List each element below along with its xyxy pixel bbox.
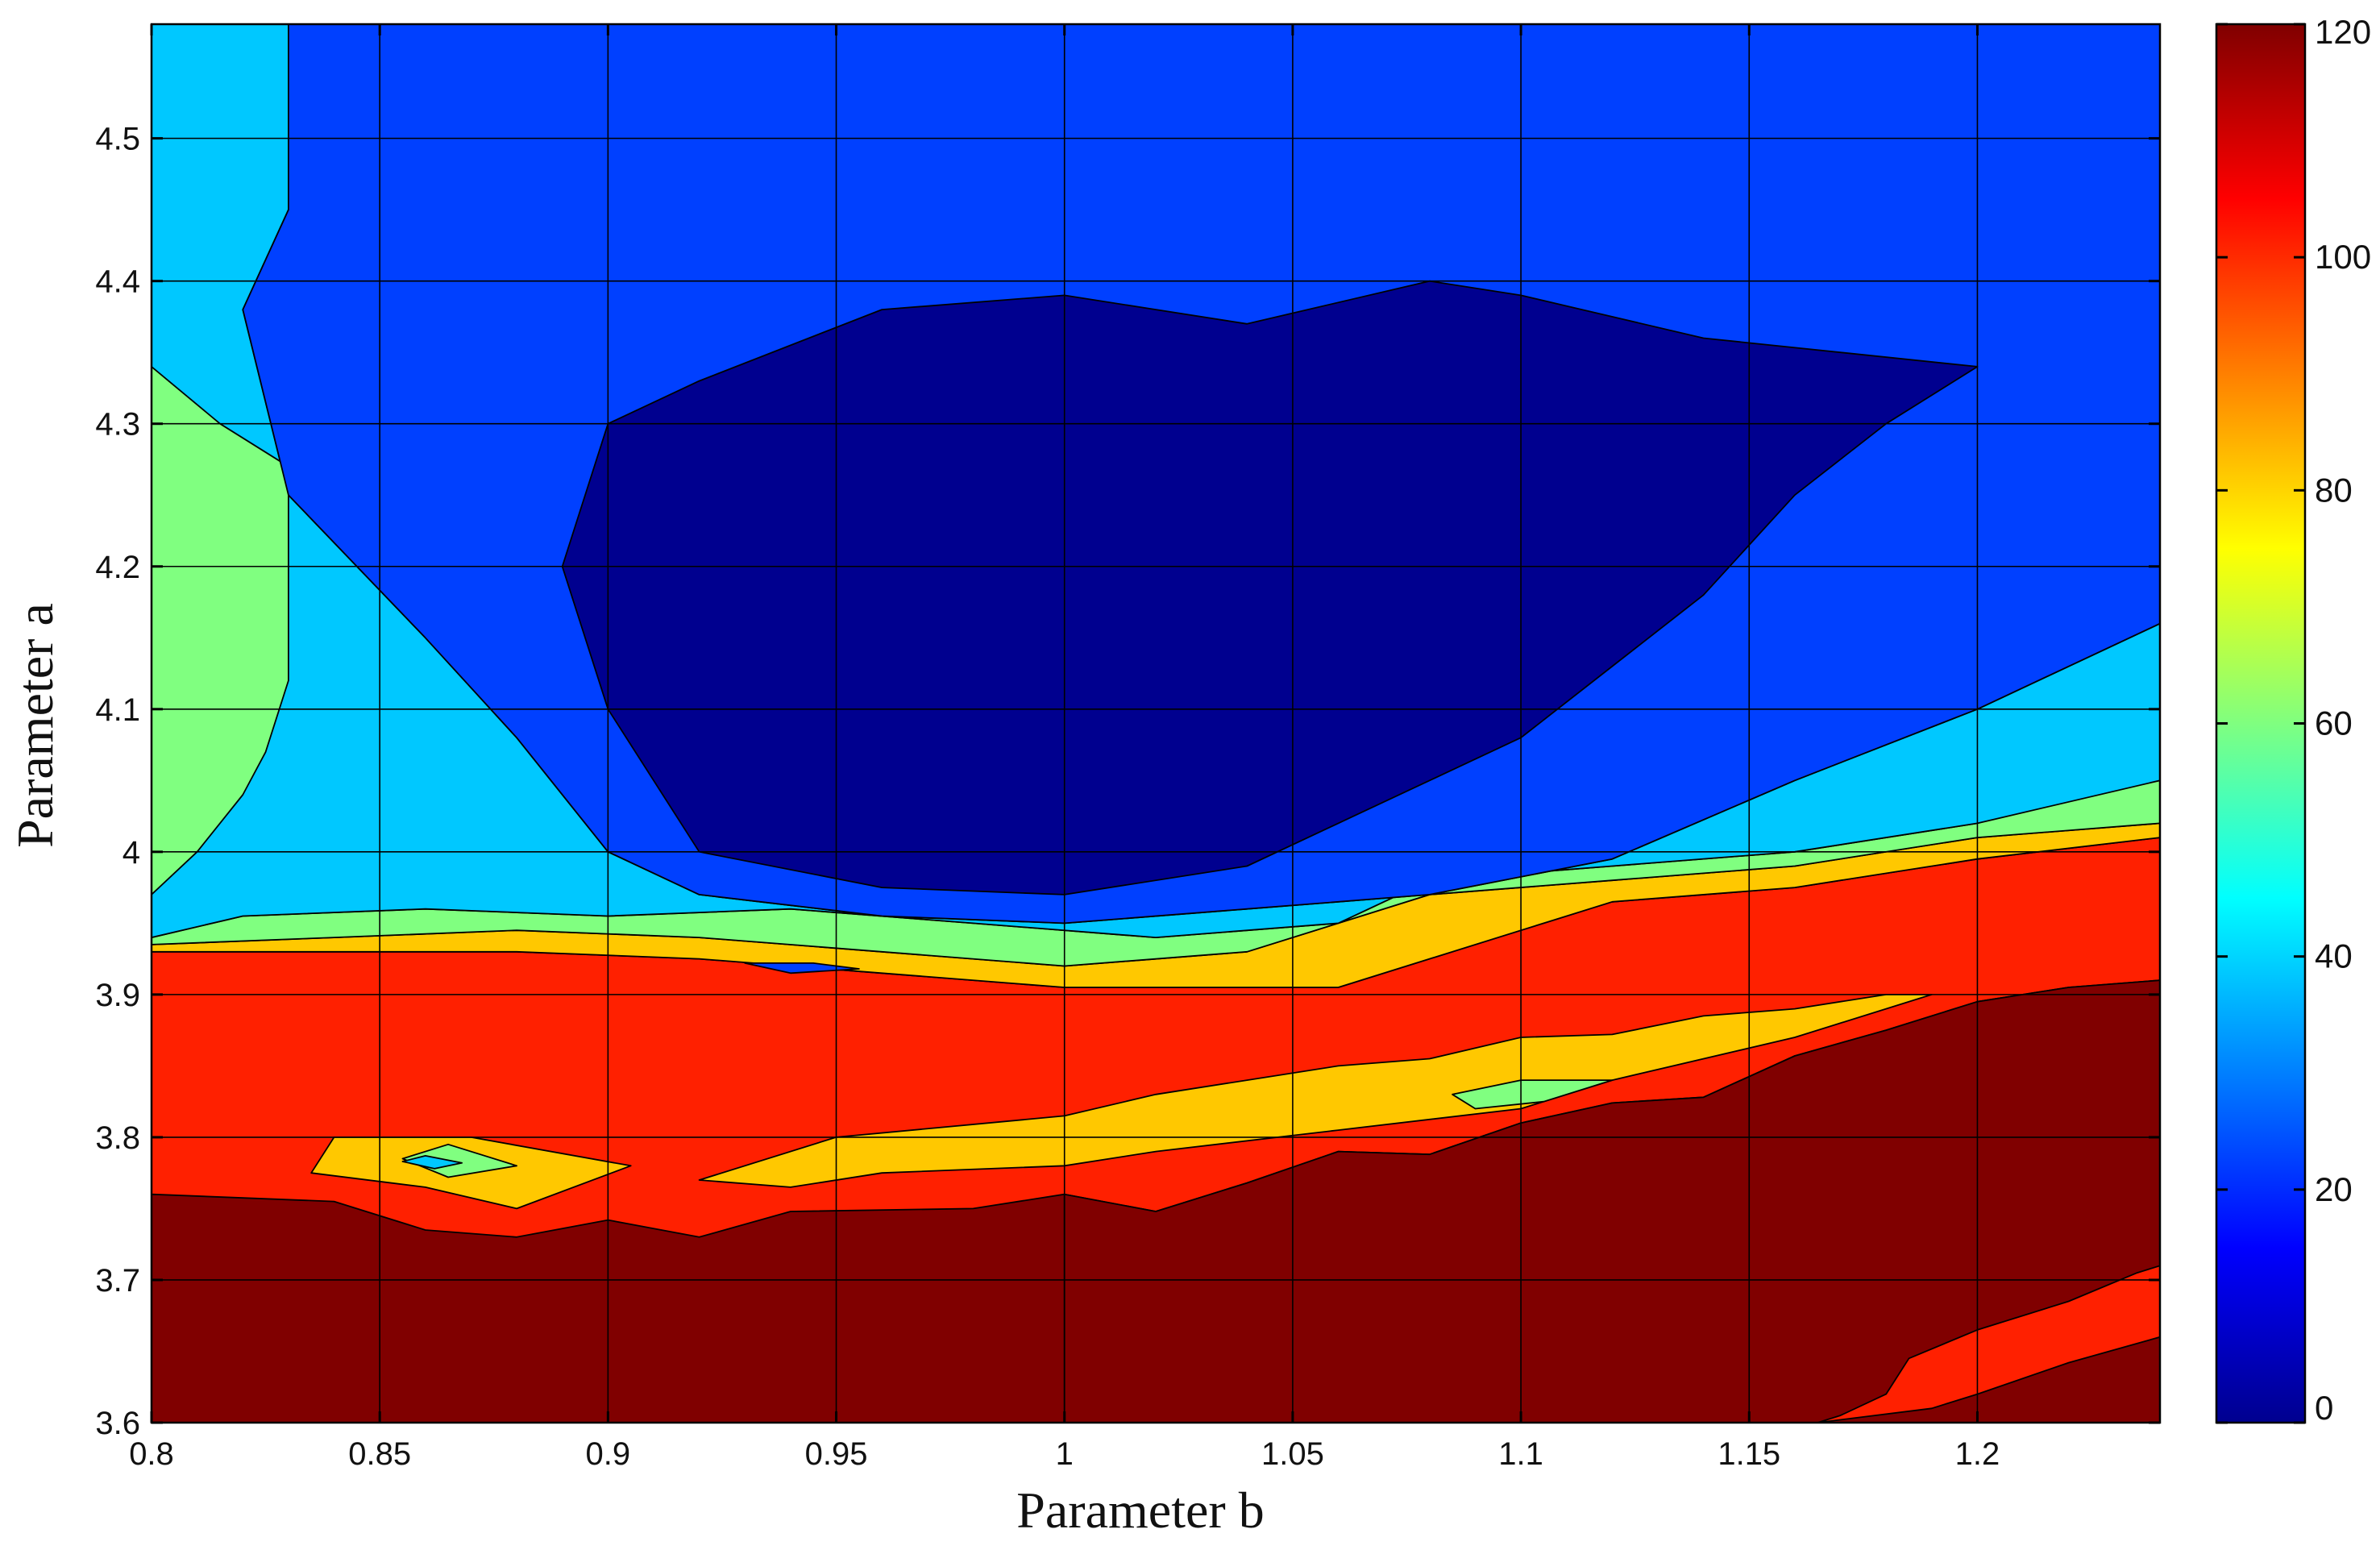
x-tick-label: 1.15 [1718,1436,1780,1472]
x-tick-label: 1.2 [1955,1436,2000,1472]
colorbar-tick-label: 0 [2315,1389,2333,1427]
x-tick-label: 0.95 [805,1436,868,1472]
x-tick-label: 1.05 [1261,1436,1324,1472]
contour-region-40 [401,1155,463,1170]
colorbar-tick-label: 100 [2315,238,2371,276]
y-axis-label: Parameter a [6,603,64,848]
y-tick-label: 3.8 [95,1120,140,1156]
y-tick-label: 4.2 [95,550,140,585]
x-tick-label: 1 [1056,1436,1074,1472]
colorbar-tick-label: 80 [2315,471,2353,509]
y-tick-label: 3.7 [95,1263,140,1299]
contour-region-20 [744,962,860,974]
contour-region-60 [401,1143,517,1178]
y-tick-label: 3.6 [95,1406,140,1441]
colorbar-tick-label: 40 [2315,937,2353,975]
colorbar [2215,23,2307,1424]
contour-regions [152,24,2160,1423]
contour-region-80 [698,994,1933,1188]
plot-frame [150,23,2162,1424]
contour-region-0 [561,280,1979,896]
x-tick-labels: 0.8 0.85 0.9 0.95 1 1.05 1.1 1.15 1.2 [129,1436,2000,1472]
y-tick-label: 4.4 [95,264,140,300]
colorbar-tick-label: 20 [2315,1170,2353,1208]
axis-ticks [150,24,2160,1424]
x-tick-label: 0.8 [129,1436,174,1472]
x-tick-label: 1.1 [1498,1436,1543,1472]
y-tick-label: 4 [123,835,140,871]
y-tick-labels: 3.6 3.7 3.8 3.9 4 4.1 4.2 4.3 4.4 4.5 [95,122,140,1441]
x-tick-label: 0.85 [348,1436,411,1472]
contour-region-60 [152,365,289,896]
colorbar-tick-label: 60 [2315,704,2353,742]
colorbar-tick-label: 120 [2315,13,2371,51]
x-axis-label: Parameter b [1016,1481,1264,1539]
x-tick-label: 0.9 [586,1436,631,1472]
colorbar-ticks: 0 20 40 60 80 100 120 [2216,13,2371,1427]
contour-region-60 [1452,1079,1614,1110]
y-tick-label: 4.1 [95,692,140,728]
y-tick-label: 4.3 [95,407,140,443]
y-tick-label: 3.9 [95,978,140,1013]
y-tick-label: 4.5 [95,122,140,157]
